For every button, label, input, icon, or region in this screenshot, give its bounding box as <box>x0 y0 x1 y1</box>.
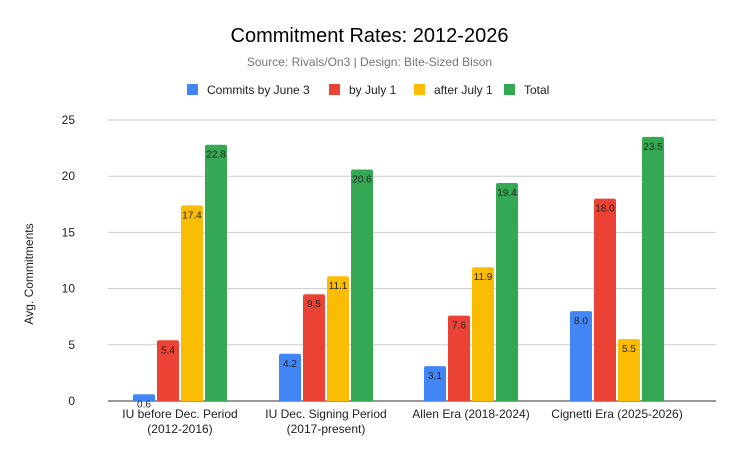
data-label: 20.6 <box>352 174 372 185</box>
data-label: 23.5 <box>643 142 663 153</box>
data-label: 5.4 <box>161 345 175 356</box>
bar <box>448 315 470 401</box>
bar <box>351 169 373 401</box>
bar <box>303 294 325 401</box>
x-tick-label: (2017-present) <box>287 422 366 436</box>
y-tick-label: 20 <box>62 169 76 183</box>
bar <box>570 311 592 401</box>
bar <box>133 394 155 401</box>
chart-title: Commitment Rates: 2012-2026 <box>231 25 509 47</box>
bar <box>496 182 518 401</box>
bar <box>424 366 446 401</box>
legend-item: Total <box>504 83 549 97</box>
legend-item: by July 1 <box>329 83 397 97</box>
data-label: 11.9 <box>474 272 493 283</box>
legend-label: after July 1 <box>434 83 493 97</box>
chart-subtitle: Source: Rivals/On3 | Design: Bite-Sized … <box>247 55 492 69</box>
bar <box>594 198 616 401</box>
legend-item: Commits by June 3 <box>187 83 310 97</box>
bars: 0.6 5.4 17.4 22.8 4.2 9.5 11.1 20.6 3.1 7.6 11.9 19… <box>133 136 664 410</box>
bar <box>279 353 301 401</box>
y-axis-label: Avg. Commitments <box>22 223 36 324</box>
y-tick-label: 5 <box>68 338 75 352</box>
bar <box>472 267 494 401</box>
legend-swatch <box>187 84 198 95</box>
legend-swatch <box>504 84 515 95</box>
legend: Commits by June 3 by July 1 after July 1 To… <box>187 83 549 97</box>
bar <box>327 276 349 401</box>
legend-swatch <box>414 84 425 95</box>
legend-item: after July 1 <box>414 83 493 97</box>
data-label: 0.6 <box>137 399 151 410</box>
bar <box>642 136 664 402</box>
x-tick-label: IU Dec. Signing Period <box>265 407 386 421</box>
bar <box>205 144 227 401</box>
data-label: 4.2 <box>283 359 297 370</box>
legend-label: Commits by June 3 <box>207 83 310 97</box>
bar <box>181 205 203 401</box>
data-label: 3.1 <box>428 371 442 382</box>
legend-label: by July 1 <box>349 83 397 97</box>
y-tick-label: 25 <box>62 113 76 127</box>
data-label: 8.0 <box>574 316 588 327</box>
data-label: 9.5 <box>307 299 321 310</box>
data-label: 22.8 <box>206 150 226 161</box>
x-axis-labels: IU before Dec. Period(2012-2016) IU Dec. … <box>122 407 682 436</box>
y-tick-label: 10 <box>62 282 76 296</box>
legend-swatch <box>329 84 340 95</box>
data-label: 5.5 <box>622 344 636 355</box>
legend-label: Total <box>524 83 549 97</box>
x-tick-label: IU before Dec. Period <box>122 407 237 421</box>
bar <box>618 339 640 401</box>
x-tick-label: Allen Era (2018-2024) <box>412 407 529 421</box>
data-label: 19.4 <box>497 188 517 199</box>
y-tick-label: 15 <box>62 225 76 239</box>
x-tick-label: Cignetti Era (2025-2026) <box>551 407 682 421</box>
bar <box>157 340 179 401</box>
x-tick-label: (2012-2016) <box>147 422 212 436</box>
data-label: 17.4 <box>182 210 202 221</box>
data-label: 7.6 <box>452 321 466 332</box>
y-tick-label: 0 <box>68 394 75 408</box>
data-label: 18.0 <box>595 204 615 215</box>
data-label: 11.1 <box>329 281 348 292</box>
